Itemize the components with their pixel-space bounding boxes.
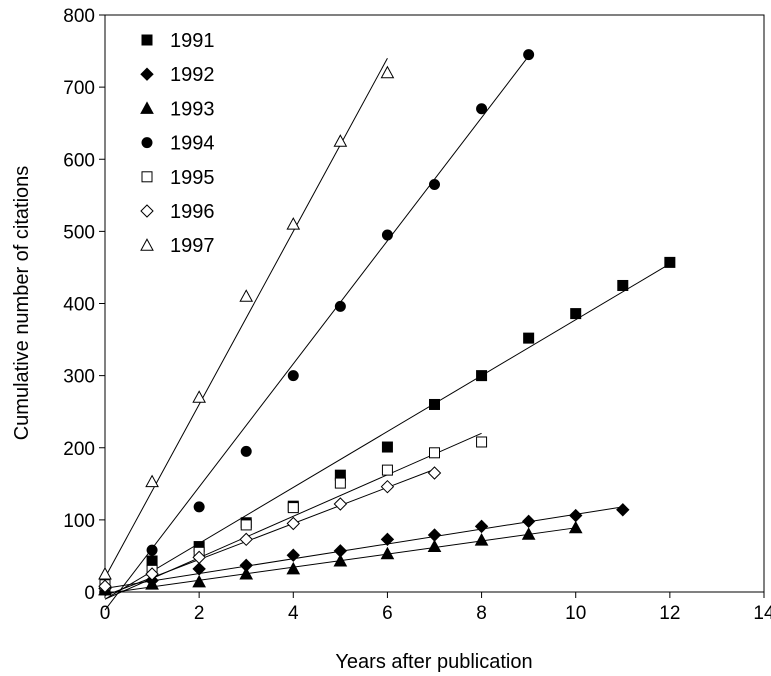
point-1991 [523,332,535,344]
point-1995 [287,502,299,514]
point-1993 [474,533,489,546]
point-1997 [192,390,206,403]
legend-label-1997: 1997 [170,235,215,257]
point-1991 [381,441,393,453]
point-1994 [240,445,252,457]
legend-label-1992: 1992 [170,64,215,86]
x-tick-label: 14 [753,603,771,624]
x-tick-label: 4 [288,603,299,624]
legend-label-1996: 1996 [170,201,215,223]
trend-line-1996 [104,468,435,597]
point-1994 [429,178,440,190]
axis-ticks: 0 2 4 6 8 10 12 14 0 100 200 300 400 500 600 700 800 [63,6,771,624]
point-1994 [334,300,346,312]
point-1996 [239,532,253,547]
point-1996 [192,550,206,565]
y-tick-label: 200 [63,439,95,460]
point-1995 [429,447,440,459]
y-axis-title: Cumulative number of citations [11,166,33,441]
legend: 1991 1992 1993 1994 1995 1996 1997 [140,30,215,257]
point-1995 [240,519,252,531]
point-1995 [334,477,346,489]
y-tick-label: 400 [63,295,95,316]
point-1994 [146,544,158,556]
point-1994 [381,229,393,241]
legend-marker-1997 [140,238,154,251]
point-1994 [287,370,299,382]
trend-line-1992 [104,506,623,589]
point-1992 [380,532,395,547]
point-1996 [380,479,395,494]
point-1991 [570,308,582,320]
point-1993 [568,520,583,534]
point-1991 [664,256,676,268]
point-1991 [429,398,440,410]
point-1997 [145,474,159,488]
point-1992 [286,548,300,562]
point-1992 [427,528,442,542]
point-1993 [333,553,348,567]
y-tick-label: 700 [63,78,95,99]
legend-marker-1995 [141,171,153,183]
point-1991 [146,555,158,567]
legend-marker-1993 [140,101,154,114]
trend-line-1997 [104,58,388,578]
point-1995 [476,436,488,448]
point-1996 [145,567,159,581]
point-1996 [333,497,348,511]
legend-marker-1994 [141,137,153,149]
point-1994 [476,103,488,115]
y-tick-label: 0 [84,583,95,604]
y-tick-label: 600 [63,150,95,171]
data-markers [98,49,676,596]
x-axis-title: Years after publication [335,651,532,673]
point-1997 [286,217,301,230]
x-tick-label: 10 [565,603,586,624]
point-1991 [617,279,629,291]
legend-label-1991: 1991 [170,30,215,52]
y-tick-label: 300 [63,367,95,388]
x-tick-label: 2 [194,603,205,624]
point-1996 [427,466,442,480]
legend-marker-1991 [141,34,153,46]
point-1993 [427,539,442,553]
trend-line-1994 [104,55,530,611]
y-tick-label: 800 [63,6,95,27]
point-1997 [239,289,254,302]
trend-lines [104,55,671,611]
y-tick-label: 100 [63,511,95,532]
point-1994 [193,501,205,513]
point-1995 [381,464,393,476]
point-1997 [98,566,112,580]
legend-marker-1996 [140,204,154,218]
x-tick-label: 12 [659,603,680,624]
point-1997 [333,134,348,147]
point-1993 [521,527,536,540]
point-1994 [523,49,535,61]
legend-marker-1992 [140,67,154,81]
legend-label-1995: 1995 [170,167,215,189]
point-1993 [239,566,254,580]
point-1996 [286,516,300,531]
point-1993 [286,561,301,575]
x-tick-label: 8 [476,603,487,624]
legend-label-1994: 1994 [170,133,215,155]
point-1992 [521,514,536,529]
legend-label-1993: 1993 [170,98,215,120]
point-1992 [616,503,630,517]
point-1997 [380,65,395,79]
point-1992 [569,508,583,523]
point-1993 [145,577,159,590]
point-1992 [474,519,489,534]
x-tick-label: 6 [382,603,393,624]
point-1993 [192,574,206,588]
x-tick-label: 0 [100,603,111,624]
y-tick-label: 500 [63,222,95,243]
point-1993 [380,546,395,560]
point-1991 [476,370,488,382]
